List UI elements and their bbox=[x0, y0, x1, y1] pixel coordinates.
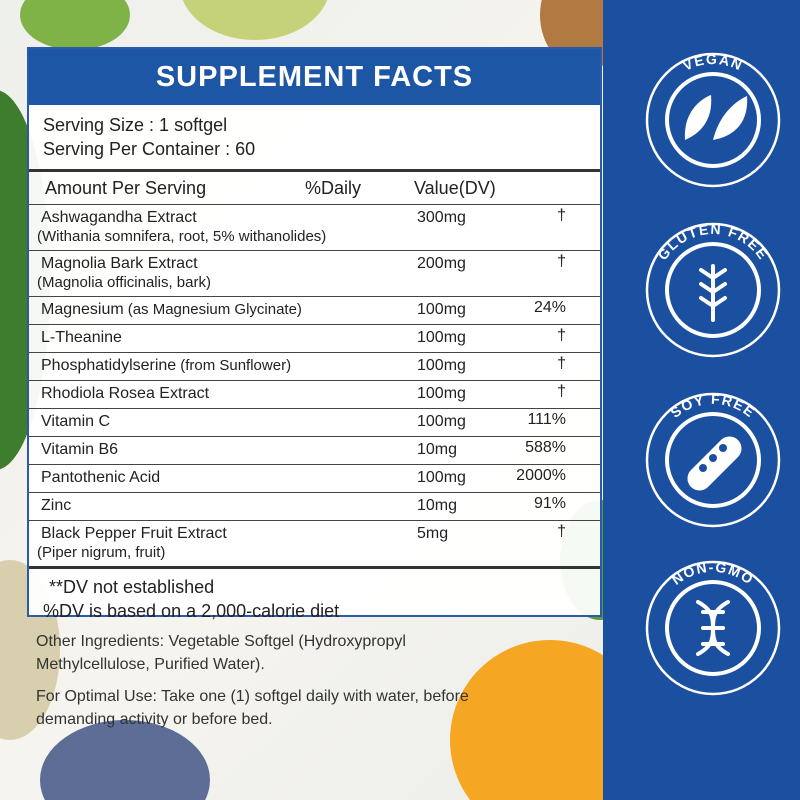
avocado bbox=[180, 0, 330, 40]
badge-ring bbox=[645, 392, 781, 528]
other-ingredients: Other Ingredients: Vegetable Softgel (Hy… bbox=[36, 633, 406, 673]
daily-value: 2000% bbox=[516, 467, 566, 484]
bean bbox=[719, 444, 727, 452]
ingredient-note: (from Sunflower) bbox=[180, 357, 292, 374]
bean bbox=[709, 454, 717, 462]
ingredient-name: Vitamin C bbox=[41, 413, 111, 430]
badge-label: GLUTEN FREE bbox=[654, 221, 770, 263]
amount: 300mg bbox=[417, 209, 466, 226]
badge-label-text: SOY FREE bbox=[667, 391, 758, 421]
amount: 10mg bbox=[417, 497, 458, 514]
amount: 10mg bbox=[417, 441, 458, 458]
badge-inner bbox=[665, 580, 761, 676]
amount: 100mg bbox=[417, 329, 466, 346]
ingredient-detail: (Piper nigrum, fruit) bbox=[37, 544, 166, 561]
header-cell: Value(DV) bbox=[414, 178, 496, 198]
table-row: Phosphatidylserine (from Sunflower) 100mg † bbox=[29, 352, 600, 380]
badge-inner bbox=[665, 242, 761, 338]
ingredient-name: Vitamin B6 bbox=[41, 441, 119, 458]
badge-inner bbox=[665, 72, 761, 168]
amount: 100mg bbox=[417, 301, 466, 318]
directions: For Optimal Use: Take one (1) softgel da… bbox=[36, 688, 469, 728]
badge-icon bbox=[699, 264, 727, 322]
badge-ring bbox=[645, 560, 781, 696]
header-cell: Amount Per Serving bbox=[45, 178, 207, 198]
ingredient-name: Zinc bbox=[41, 497, 72, 514]
peas bbox=[20, 0, 130, 50]
serving-size: Serving Size : 1 softgel bbox=[43, 115, 228, 135]
ingredient-name: Magnesium (as Magnesium Glycinate) bbox=[41, 301, 302, 318]
badge-icon bbox=[696, 600, 730, 656]
amount: 200mg bbox=[417, 255, 466, 272]
ingredient-name: L-Theanine bbox=[41, 329, 122, 346]
table-row: L-Theanine 100mg † bbox=[29, 324, 600, 352]
ingredient-name: Pantothenic Acid bbox=[41, 469, 161, 486]
badge-label: VEGAN bbox=[680, 51, 744, 74]
badge-ring bbox=[645, 222, 781, 358]
amount: 100mg bbox=[417, 385, 466, 402]
amount: 100mg bbox=[417, 469, 466, 486]
badge-icon bbox=[687, 436, 742, 491]
ingredient-detail: (Withania somnifera, root, 5% withanolid… bbox=[37, 228, 327, 245]
daily-value: 91% bbox=[533, 495, 566, 512]
badge-label: SOY FREE bbox=[667, 391, 757, 421]
ingredient-name: Black Pepper Fruit Extract bbox=[41, 525, 227, 542]
servings-per-container: Serving Per Container : 60 bbox=[43, 139, 256, 159]
table-row: Black Pepper Fruit Extract (Piper nigrum,… bbox=[29, 520, 600, 566]
table-row: Vitamin B6 10mg 588% bbox=[29, 436, 600, 464]
daily-value: † bbox=[557, 355, 566, 372]
icon bbox=[687, 436, 742, 491]
table-row: Rhodiola Rosea Extract 100mg † bbox=[29, 380, 600, 408]
table-row: Magnolia Bark Extract (Magnolia officinal… bbox=[29, 250, 600, 296]
header-cell: %Daily bbox=[305, 178, 362, 198]
badge-label-text: VEGAN bbox=[680, 51, 746, 74]
table-row: Pantothenic Acid 100mg 2000% bbox=[29, 464, 600, 492]
daily-value: † bbox=[557, 207, 566, 224]
amount: 100mg bbox=[417, 357, 466, 374]
blueberries bbox=[40, 720, 210, 800]
badge-ring bbox=[645, 52, 781, 188]
table-row: Vitamin C 100mg 111% bbox=[29, 408, 600, 436]
ingredient-name: Ashwagandha Extract bbox=[41, 209, 197, 226]
ingredient-name: Phosphatidylserine (from Sunflower) bbox=[41, 357, 292, 374]
icon bbox=[684, 95, 748, 140]
daily-value: 111% bbox=[527, 411, 566, 428]
table-rows: Ashwagandha Extract (Withania somnifera, … bbox=[29, 204, 600, 566]
ingredient-name: Rhodiola Rosea Extract bbox=[41, 385, 210, 402]
daily-value: † bbox=[557, 253, 566, 270]
badge-label-text: GLUTEN FREE bbox=[654, 221, 771, 263]
icon bbox=[696, 600, 730, 656]
amount: 100mg bbox=[417, 413, 466, 430]
daily-value: † bbox=[557, 327, 566, 344]
badge-icon bbox=[684, 95, 748, 140]
daily-value: 588% bbox=[525, 439, 566, 456]
ingredient-note: (as Magnesium Glycinate) bbox=[127, 301, 302, 318]
table-header: Amount Per Serving %Daily Value(DV) bbox=[29, 169, 600, 204]
table-row: Ashwagandha Extract (Withania somnifera, … bbox=[29, 204, 600, 250]
footnotes: **DV not established %DV is based on a 2… bbox=[29, 566, 600, 623]
table-row: Zinc 10mg 91% bbox=[29, 492, 600, 520]
badge-inner bbox=[665, 412, 761, 508]
table-row: Magnesium (as Magnesium Glycinate) 100mg 24… bbox=[29, 296, 600, 324]
ingredient-detail: (Magnolia officinalis, bark) bbox=[37, 274, 211, 291]
daily-value: † bbox=[557, 383, 566, 400]
amount: 5mg bbox=[417, 525, 449, 542]
title: SUPPLEMENT FACTS bbox=[29, 49, 600, 105]
supplement-facts: SUPPLEMENT FACTS Serving Size : 1 softge… bbox=[27, 47, 602, 621]
ingredient-name: Magnolia Bark Extract bbox=[41, 255, 198, 272]
icon bbox=[699, 264, 727, 322]
footnote: **DV not established bbox=[49, 577, 215, 597]
daily-value: 24% bbox=[533, 299, 566, 316]
footnote: %DV is based on a 2,000-calorie diet bbox=[43, 601, 340, 621]
bean bbox=[699, 464, 707, 472]
daily-value: † bbox=[557, 523, 566, 540]
